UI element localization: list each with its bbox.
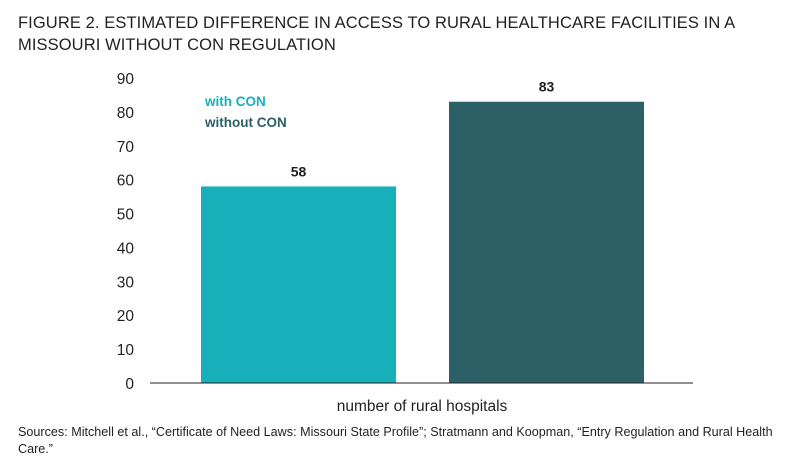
sources-note: Sources: Mitchell et al., “Certificate o… <box>18 425 773 456</box>
x-axis-label: number of rural hospitals <box>337 398 508 415</box>
bars <box>201 101 644 383</box>
y-tick-label: 20 <box>117 308 135 325</box>
bar-with-con <box>201 186 396 383</box>
y-axis-ticks: 0 10 20 30 40 50 60 70 80 90 <box>117 71 135 393</box>
bar-chart: 0 10 20 30 40 50 60 70 80 90 58 83 with CON without… <box>117 71 693 415</box>
y-tick-label: 30 <box>117 274 135 291</box>
y-tick-label: 0 <box>125 376 134 393</box>
bar-value-label: 83 <box>539 79 555 95</box>
y-tick-label: 90 <box>117 71 135 88</box>
bar-without-con <box>449 101 644 383</box>
legend-entry: without CON <box>204 115 287 130</box>
y-tick-label: 70 <box>117 139 135 156</box>
y-tick-label: 40 <box>117 240 135 257</box>
legend: with CON without CON <box>204 94 287 130</box>
legend-entry: with CON <box>204 94 266 109</box>
bar-data-labels: 58 83 <box>291 79 555 180</box>
y-tick-label: 10 <box>117 342 135 359</box>
y-tick-label: 60 <box>117 173 135 190</box>
y-tick-label: 80 <box>117 105 135 122</box>
figure-title: FIGURE 2. ESTIMATED DIFFERENCE IN ACCESS… <box>18 14 735 54</box>
y-tick-label: 50 <box>117 207 135 224</box>
bar-value-label: 58 <box>291 163 307 179</box>
